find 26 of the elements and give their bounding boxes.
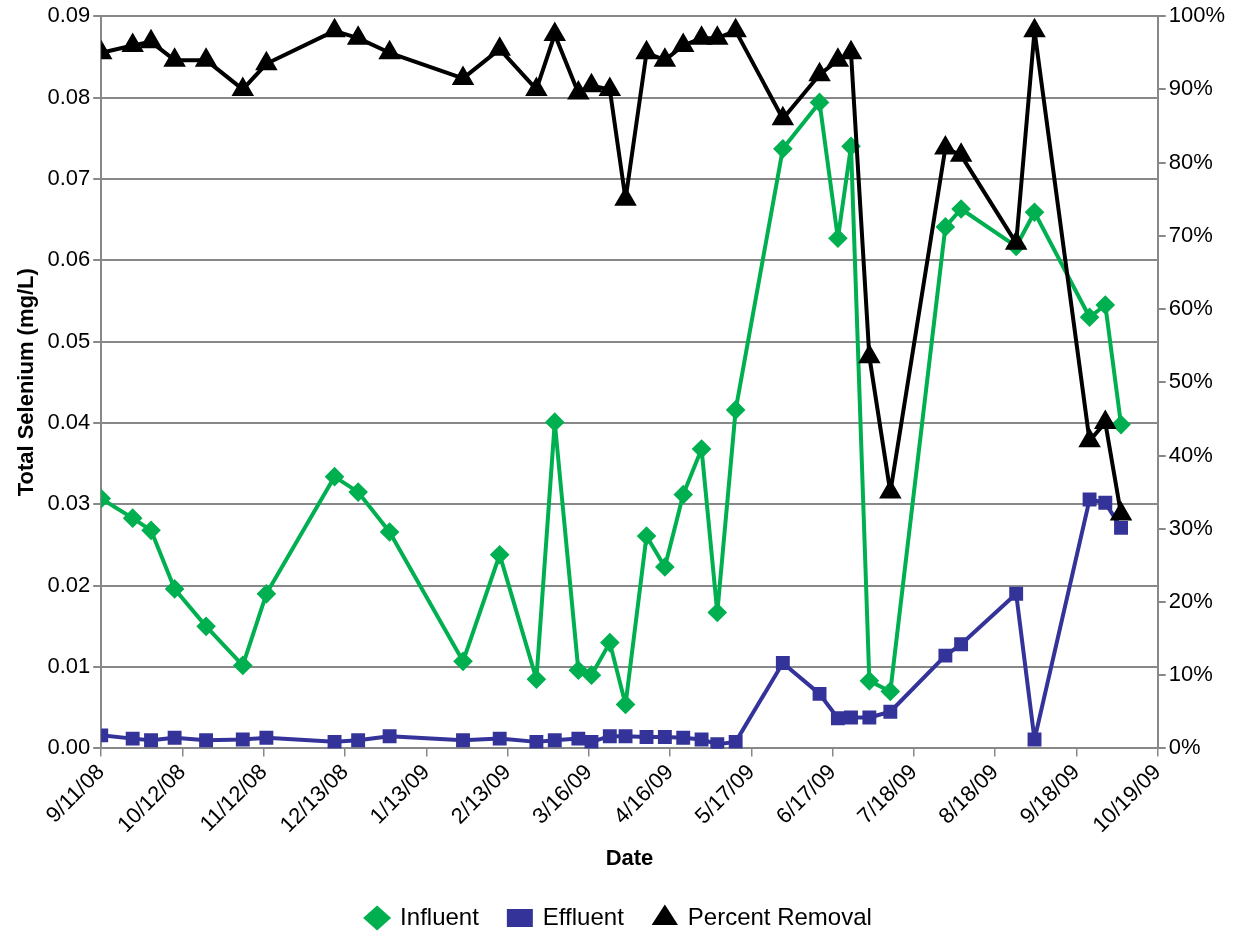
x-axis-title: Date	[605, 844, 654, 870]
y2-tick-label: 10%	[1168, 661, 1213, 687]
y2-tick-label: 100%	[1168, 2, 1226, 28]
y2-tick-label: 60%	[1168, 295, 1213, 321]
y2-tick-label: 30%	[1168, 514, 1213, 540]
legend-label: Percent Removal	[687, 902, 872, 930]
y-tick-label: 0.06	[47, 246, 91, 272]
y-tick-label: 0.05	[47, 327, 91, 353]
y2-tick-label: 50%	[1168, 368, 1213, 394]
y-tick-label: 0.00	[47, 734, 91, 760]
y-tick-label: 0.03	[47, 490, 91, 516]
y2-tick-label: 40%	[1168, 441, 1213, 467]
y-tick-label: 0.02	[47, 571, 91, 597]
y2-tick-label: 80%	[1168, 148, 1213, 174]
y-tick-label: 0.07	[47, 164, 91, 190]
y2-tick-label: 20%	[1168, 588, 1213, 613]
y-tick-label: 0.01	[47, 653, 91, 679]
y-axis-title: Total Selenium (mg/L)	[13, 268, 39, 497]
y2-tick-label: 70%	[1168, 221, 1213, 247]
y-tick-label: 0.09	[47, 2, 91, 28]
legend-label: Effluent	[542, 902, 625, 930]
y2-tick-label: 0%	[1168, 734, 1201, 760]
y2-tick-label: 90%	[1168, 75, 1213, 101]
legend-label: Influent	[400, 902, 480, 930]
y-tick-label: 0.04	[47, 409, 91, 435]
y-tick-label: 0.08	[47, 83, 91, 109]
